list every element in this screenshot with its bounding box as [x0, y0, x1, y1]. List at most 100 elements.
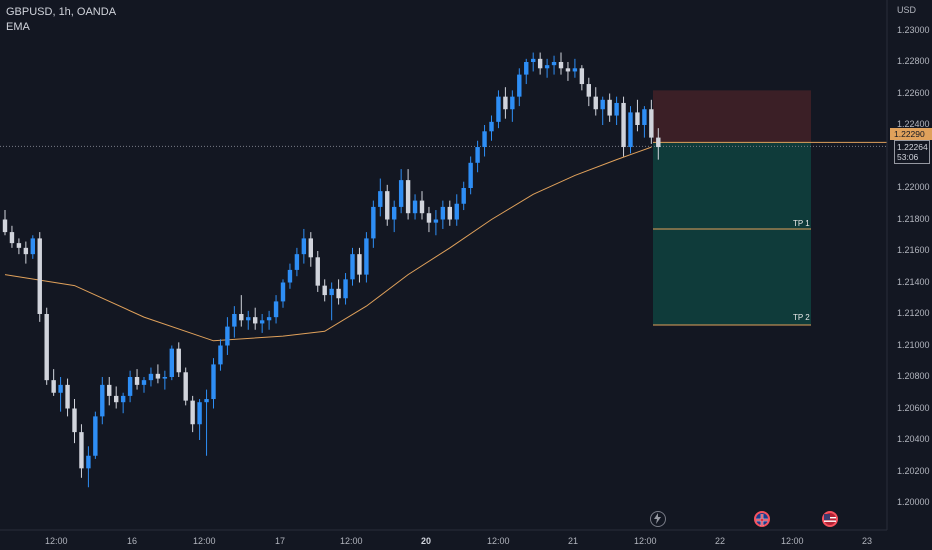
price-tick-label: 1.20200 [897, 465, 930, 476]
candle [169, 345, 174, 381]
uk-flag-icon[interactable] [754, 511, 770, 527]
price-tick-label: 1.20400 [897, 434, 930, 444]
bar-countdown: 53:06 [897, 152, 919, 162]
ema-price-tag: 1.22290 [890, 128, 932, 140]
candle-body [211, 364, 216, 400]
candle [308, 232, 313, 267]
candle-body [259, 320, 265, 324]
candle [489, 115, 494, 141]
candle-body [266, 317, 272, 321]
candle-body [93, 416, 98, 456]
candle [392, 200, 397, 233]
candle [197, 399, 202, 440]
chart-legend: GBPUSD, 1h, OANDA EMA [6, 5, 116, 35]
time-tick-label: 12:00 [193, 536, 216, 546]
candle [79, 424, 84, 478]
candle [371, 200, 376, 248]
candle-body [579, 68, 585, 85]
candle [86, 446, 91, 488]
candle [537, 52, 543, 75]
time-tick-label: 21 [568, 536, 579, 546]
candle [134, 369, 140, 390]
candle [301, 228, 307, 264]
candle-body [531, 58, 536, 62]
candle-body [489, 121, 494, 132]
candle [649, 99, 654, 144]
candle [266, 310, 272, 330]
candle-body [496, 96, 501, 122]
candle-body [9, 232, 15, 244]
time-tick-label: 22 [715, 536, 726, 546]
candle-body [405, 180, 411, 214]
candle [37, 232, 42, 322]
candle [329, 282, 334, 321]
candle [232, 306, 237, 338]
candle-body [44, 314, 49, 381]
candle [239, 295, 244, 327]
candle-body [385, 191, 390, 220]
ema-curve [4, 146, 652, 342]
candle-body [301, 238, 307, 255]
candle-body [565, 68, 571, 72]
candle-body [607, 99, 612, 116]
candle [544, 58, 550, 78]
candle-body [621, 102, 626, 148]
candle-body [378, 191, 383, 207]
candle [114, 386, 119, 409]
time-tick-label: 12:00 [634, 536, 657, 546]
candle [558, 52, 564, 75]
candle-body [412, 200, 418, 214]
candle [225, 317, 230, 355]
candle-body [79, 432, 84, 469]
candle-body [593, 96, 598, 110]
time-tick-label: 12:00 [45, 536, 68, 546]
candle-body [503, 96, 508, 110]
candle [440, 200, 446, 229]
lightning-icon[interactable] [650, 511, 666, 527]
candle [656, 128, 661, 160]
candle [51, 369, 56, 396]
candle [322, 279, 327, 302]
candle-body [642, 109, 647, 125]
candle-body [426, 213, 432, 223]
candle [204, 389, 209, 456]
ema-indicator-label[interactable]: EMA [6, 21, 30, 33]
time-tick-label: 23 [862, 536, 873, 546]
us-flag-icon[interactable] [822, 511, 838, 527]
candle-body [315, 257, 320, 286]
candle-body [2, 219, 8, 233]
symbol-title[interactable]: GBPUSD, 1h, OANDA [6, 6, 117, 18]
candle-body [246, 317, 251, 321]
candle [642, 106, 647, 138]
price-tick-label: 1.21000 [897, 339, 930, 350]
candle [586, 77, 591, 107]
candle-body [114, 395, 119, 403]
candle [100, 377, 105, 425]
candle-body [586, 84, 591, 97]
time-tick-label: 12:00 [781, 536, 804, 546]
candle [280, 279, 286, 308]
candle-body [273, 301, 279, 318]
candle [259, 314, 265, 333]
candle [294, 247, 300, 277]
candle-body [558, 62, 564, 69]
candle-body [183, 372, 188, 401]
candle [273, 295, 279, 324]
candle [565, 62, 571, 81]
candle [579, 65, 585, 91]
time-tick-label: 12:00 [340, 536, 363, 546]
candle-body [107, 384, 112, 396]
candle-body [475, 147, 480, 163]
candle-body [517, 74, 522, 97]
candle-body [280, 282, 286, 302]
candle [482, 125, 487, 157]
candle-body [51, 380, 56, 393]
candle [30, 235, 35, 259]
candle [419, 191, 425, 220]
candle-body [350, 254, 355, 280]
candle [621, 96, 626, 157]
candle [23, 241, 29, 264]
candle [614, 96, 619, 125]
candle-body [239, 314, 244, 321]
